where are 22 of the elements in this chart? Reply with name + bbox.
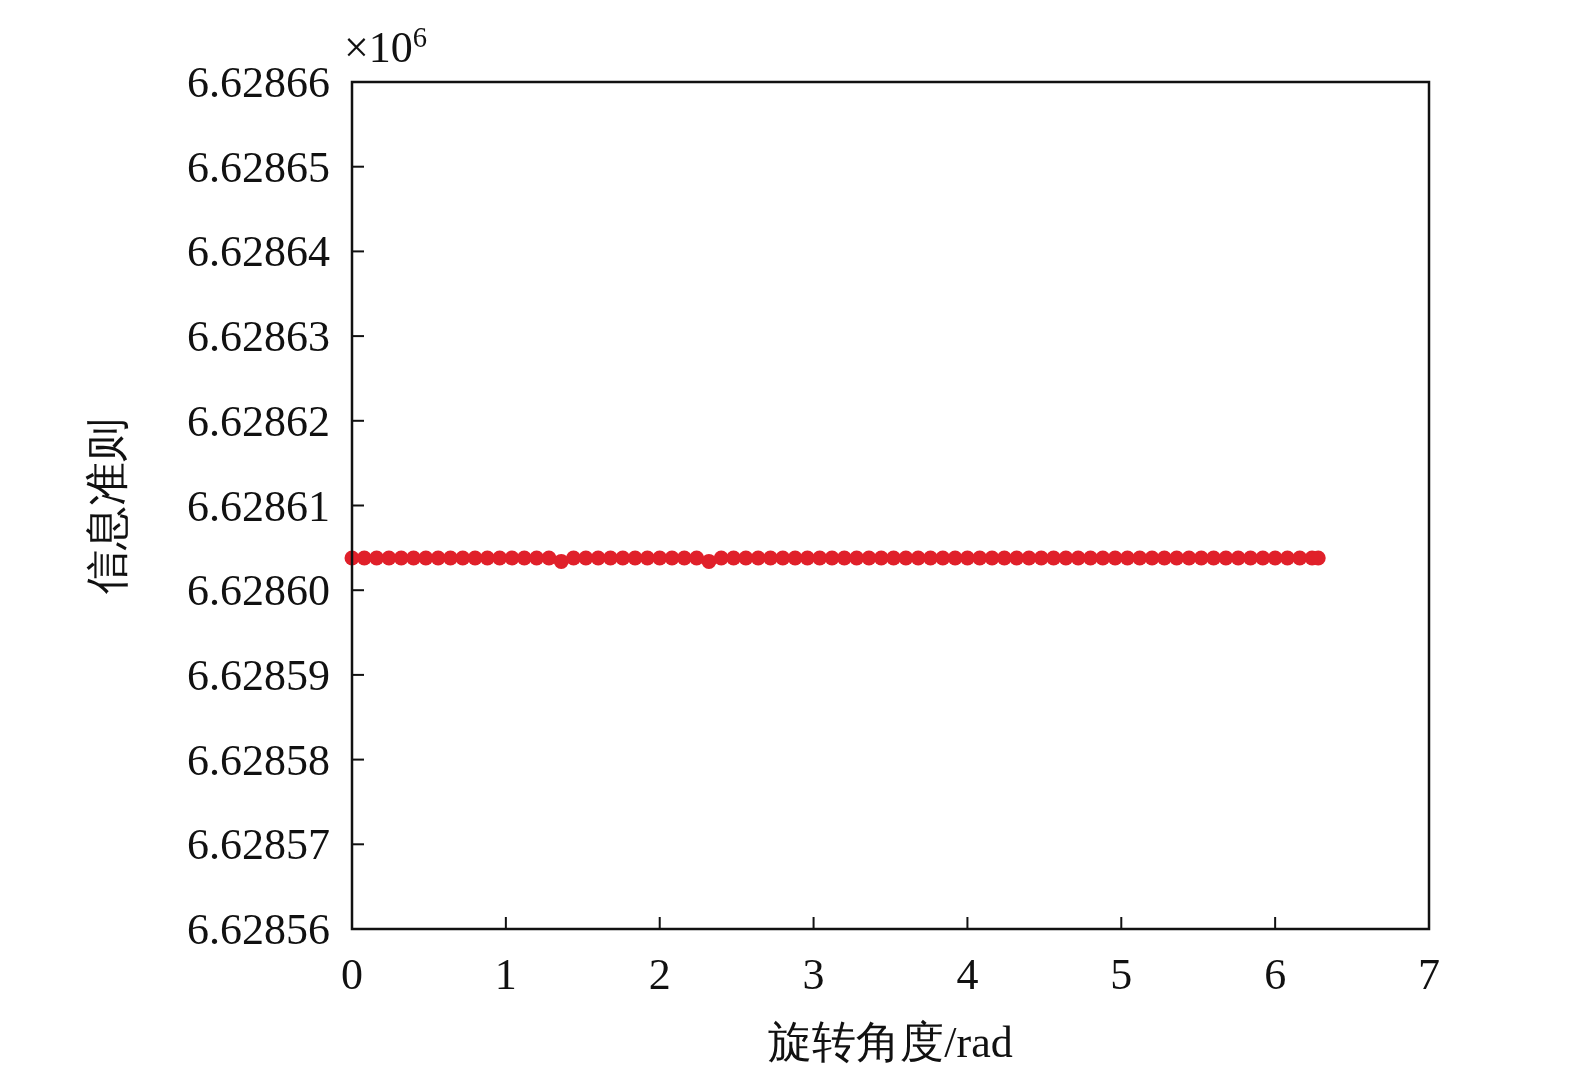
y-tick-label: 6.62866: [187, 58, 330, 107]
y-axis-title: 信息准则: [83, 417, 132, 594]
x-tick-label: 1: [494, 950, 517, 999]
y-tick-label: 6.62864: [187, 227, 330, 277]
y-tick-label: 6.62863: [187, 312, 330, 362]
x-tick-label: 4: [956, 950, 979, 999]
x-tick-label: 3: [802, 950, 825, 999]
x-tick-label: 7: [1418, 950, 1440, 999]
y-tick-label: 6.62861: [187, 481, 330, 531]
y-tick-label: 6.62865: [187, 142, 330, 192]
x-tick-label: 2: [648, 950, 671, 999]
x-tick-label: 5: [1110, 950, 1133, 999]
y-tick-label: 6.62859: [187, 650, 330, 700]
text: ×10$^{6}$: [344, 21, 428, 72]
y-tick-label: 6.62858: [187, 735, 330, 785]
y-tick-label: 6.62862: [187, 396, 330, 446]
y-tick-label: 6.62860: [187, 566, 330, 616]
x-tick-label: 6: [1264, 950, 1287, 999]
y-tick-label: 6.62857: [187, 820, 330, 870]
x-axis-title: 旋转角度/rad: [768, 1018, 1013, 1067]
y-tick-label: 6.62856: [187, 905, 330, 954]
x-tick-label: 0: [341, 950, 363, 999]
